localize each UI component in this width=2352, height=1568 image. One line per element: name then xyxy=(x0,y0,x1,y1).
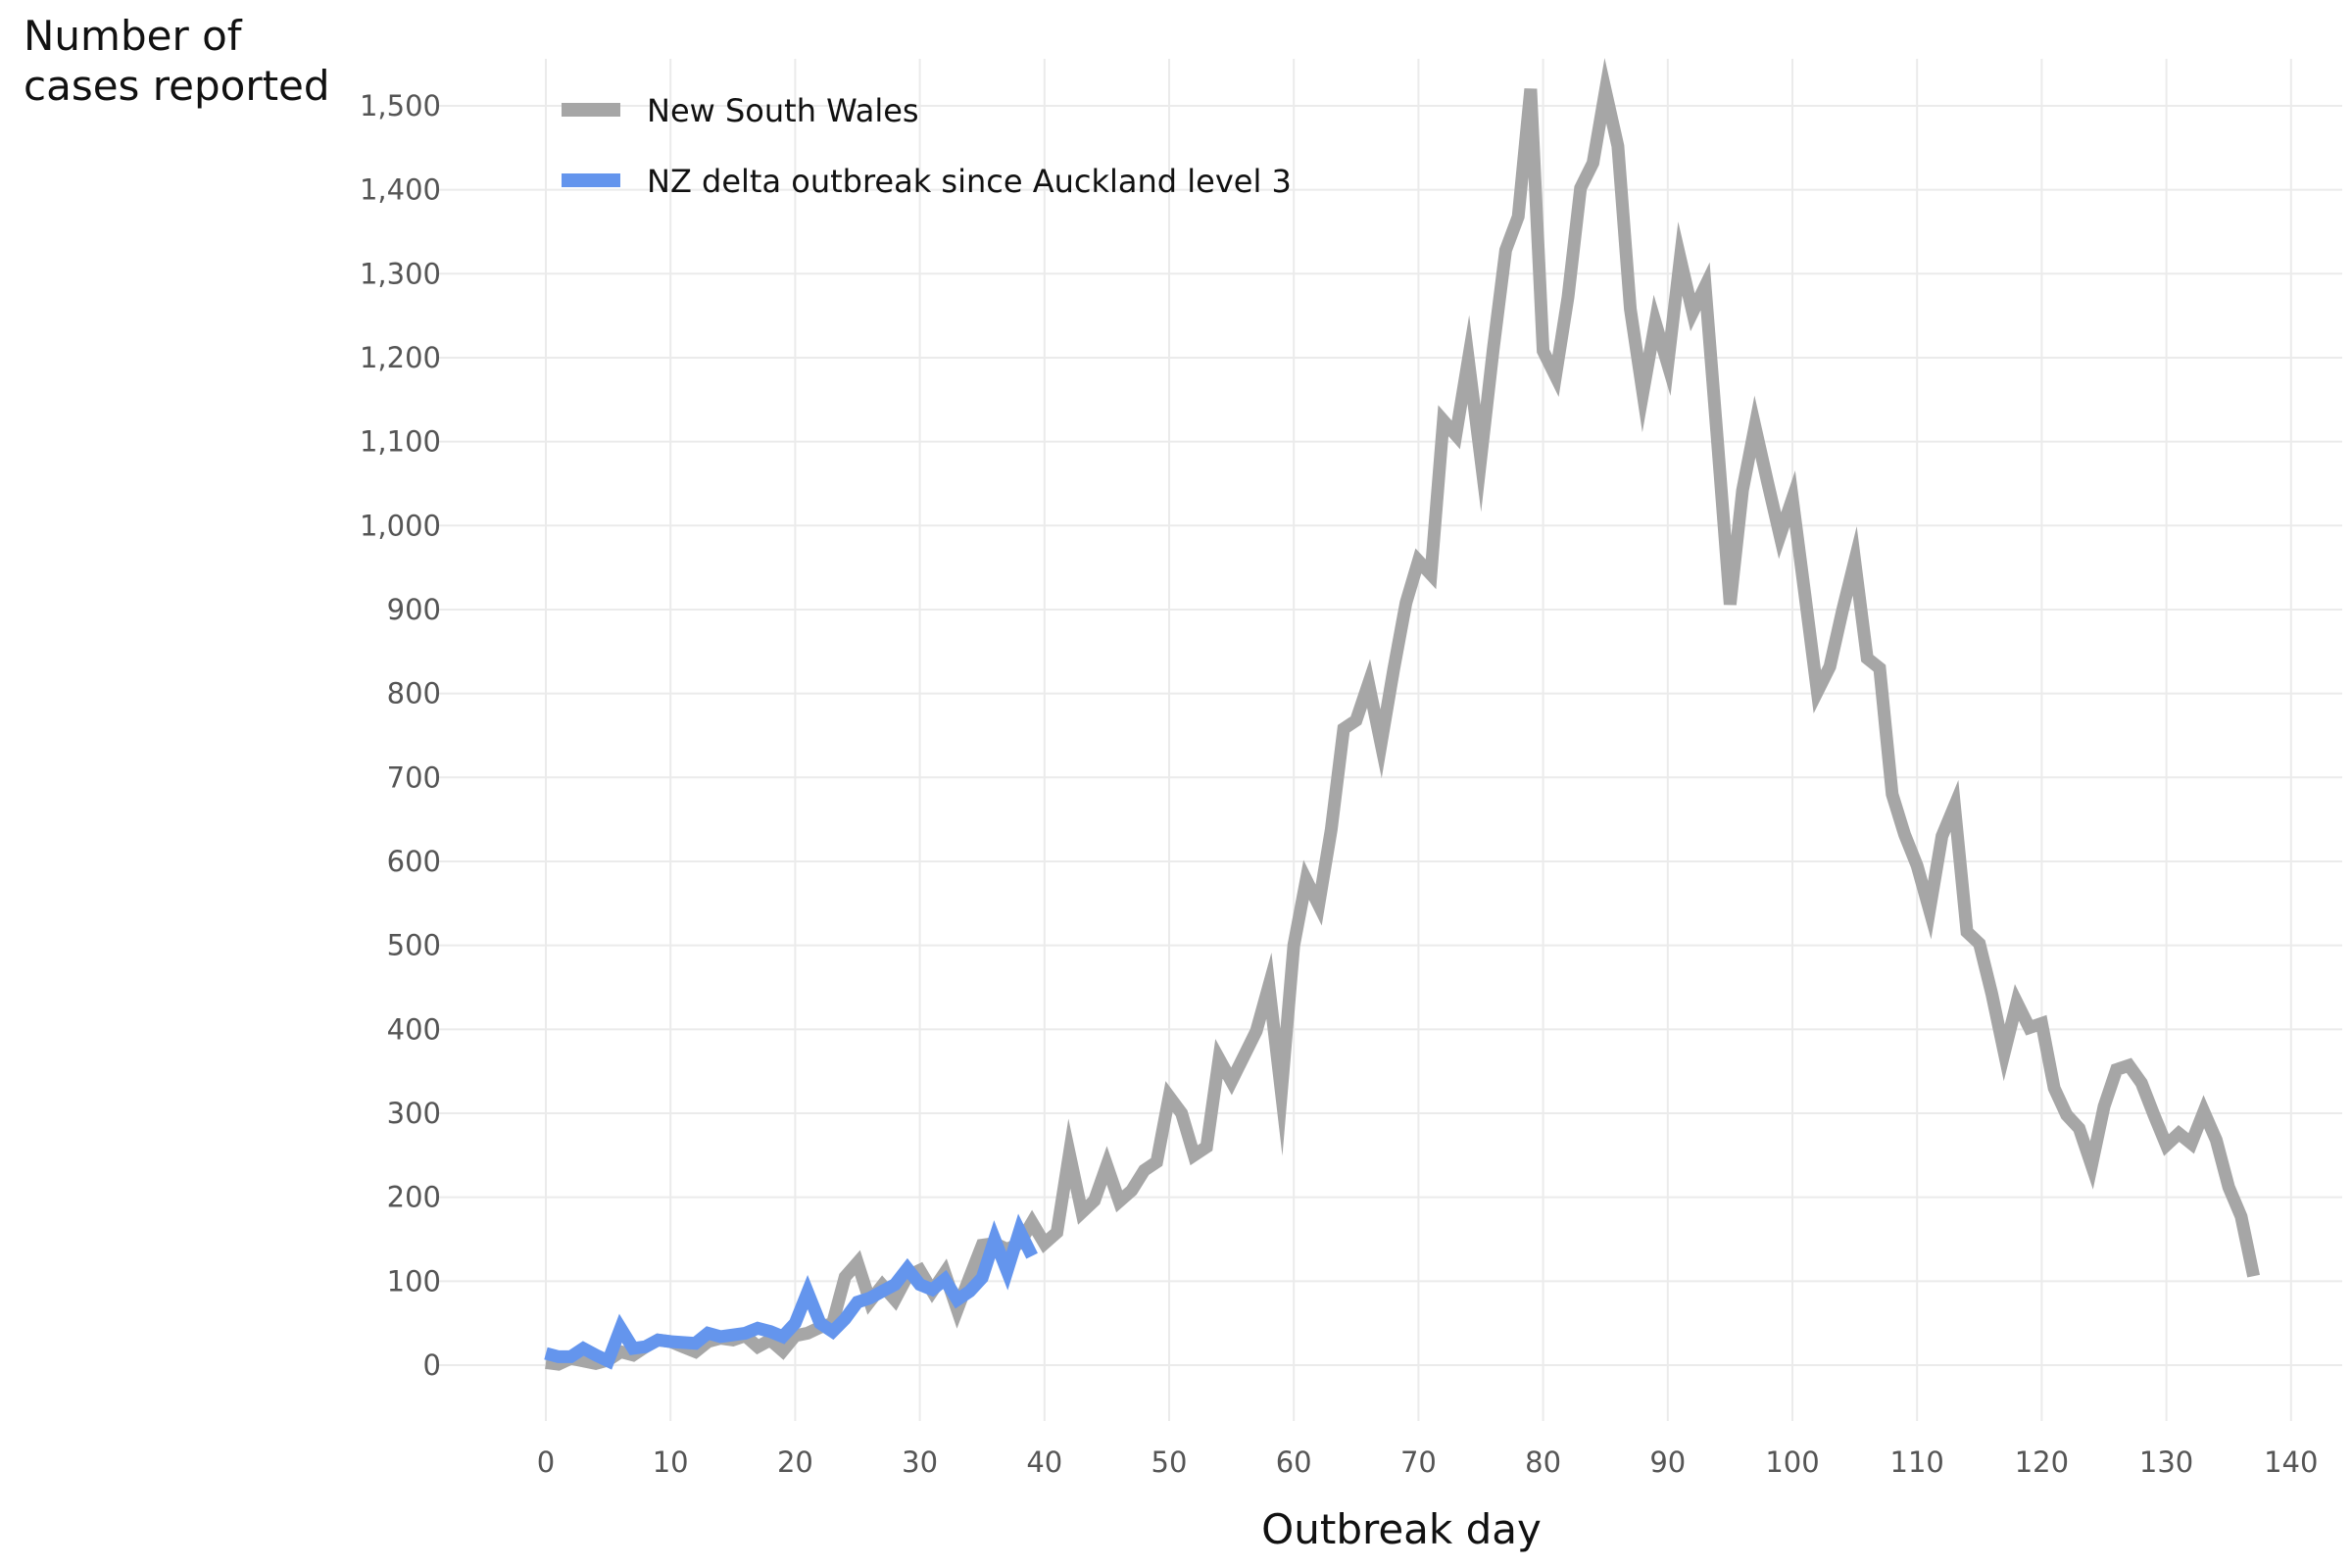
y-tick-label: 800 xyxy=(387,677,441,710)
y-tick-label: 200 xyxy=(387,1181,441,1214)
x-tick-label: 140 xyxy=(2264,1446,2318,1479)
x-tick-label: 110 xyxy=(1890,1446,1944,1479)
y-tick-label: 1,200 xyxy=(360,341,441,374)
y-tick-label: 500 xyxy=(387,929,441,962)
series-line-nsw xyxy=(545,58,2260,1371)
legend-label-nsw: New South Wales xyxy=(647,92,919,129)
y-tick-label: 1,300 xyxy=(360,257,441,290)
x-tick-label: 20 xyxy=(777,1446,813,1479)
x-tick-label: 90 xyxy=(1649,1446,1686,1479)
x-tick-label: 120 xyxy=(2015,1446,2069,1479)
y-tick-label: 900 xyxy=(387,593,441,626)
legend: New South Wales NZ delta outbreak since … xyxy=(562,92,1292,200)
y-axis-tick-labels: 0 100 200 300 400 500 600 700 800 900 1,000 1,100 1,… xyxy=(360,89,441,1382)
y-axis-title-line-1: Number of xyxy=(24,12,243,60)
y-tick-label: 1,500 xyxy=(360,89,441,122)
x-tick-label: 0 xyxy=(537,1446,555,1479)
x-axis-title: Outbreak day xyxy=(1261,1505,1542,1553)
legend-label-nz: NZ delta outbreak since Auckland level 3 xyxy=(647,163,1292,200)
x-tick-label: 80 xyxy=(1525,1446,1561,1479)
y-tick-label: 0 xyxy=(423,1348,441,1382)
x-tick-label: 40 xyxy=(1026,1446,1062,1479)
x-tick-label: 70 xyxy=(1400,1446,1437,1479)
y-tick-label: 300 xyxy=(387,1097,441,1130)
x-tick-label: 50 xyxy=(1152,1446,1188,1479)
y-tick-label: 600 xyxy=(387,845,441,878)
y-tick-label: 700 xyxy=(387,760,441,794)
series-lines xyxy=(544,58,2260,1371)
x-tick-label: 100 xyxy=(1765,1446,1819,1479)
series-line-nz xyxy=(544,1213,1038,1370)
y-tick-label: 100 xyxy=(387,1264,441,1298)
grid-lines xyxy=(438,59,2342,1421)
x-tick-label: 60 xyxy=(1276,1446,1312,1479)
x-tick-label: 10 xyxy=(653,1446,689,1479)
y-tick-label: 1,000 xyxy=(360,509,441,542)
x-tick-label: 30 xyxy=(902,1446,938,1479)
y-axis-title-line-2: cases reported xyxy=(24,62,330,110)
x-tick-label: 130 xyxy=(2139,1446,2193,1479)
x-axis-tick-labels: 0 10 20 30 40 50 60 70 80 90 100 110 120 130 140 xyxy=(537,1446,2319,1479)
y-tick-label: 400 xyxy=(387,1012,441,1046)
y-tick-label: 1,100 xyxy=(360,425,441,459)
y-tick-label: 1,400 xyxy=(360,173,441,207)
